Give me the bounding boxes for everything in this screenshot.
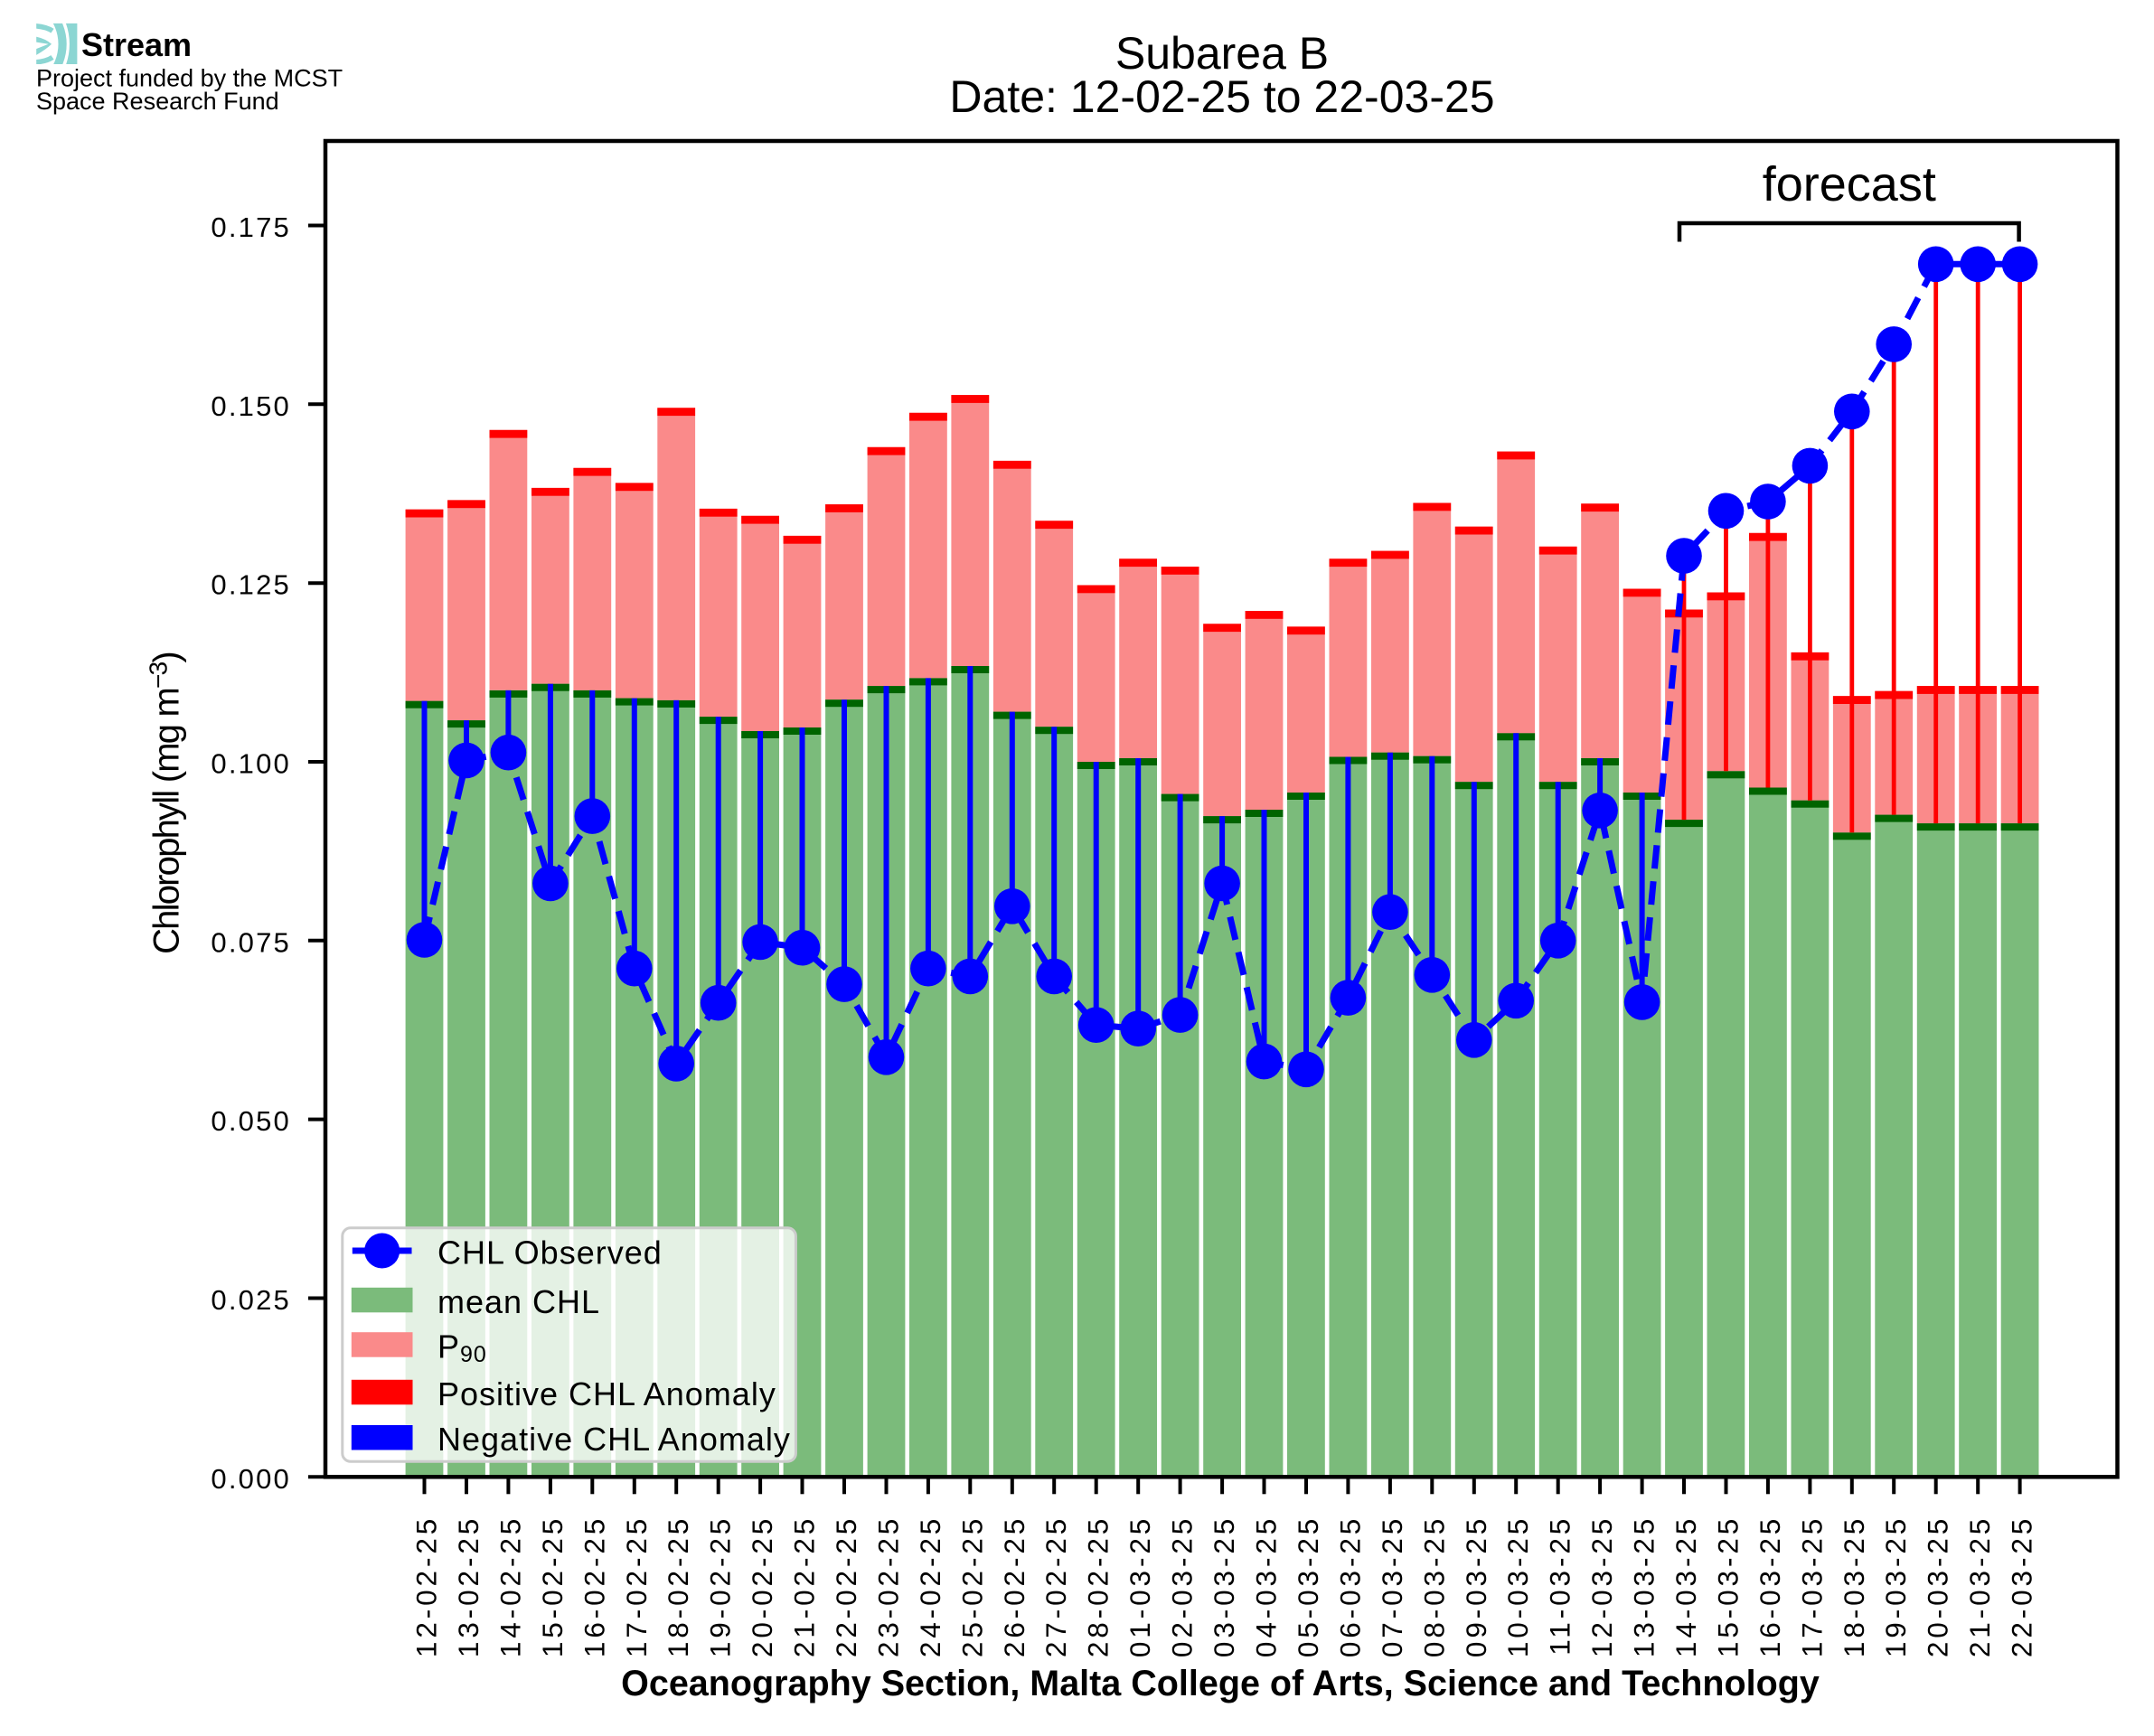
- svg-text:Subarea B: Subarea B: [1115, 28, 1329, 79]
- svg-text:Positive CHL Anomaly: Positive CHL Anomaly: [437, 1375, 776, 1412]
- svg-text:18-02-25: 18-02-25: [662, 1515, 694, 1657]
- svg-text:forecast: forecast: [1763, 157, 1936, 211]
- svg-text:P90: P90: [437, 1328, 487, 1368]
- svg-text:Space Research Fund: Space Research Fund: [36, 88, 279, 115]
- svg-text:20-02-25: 20-02-25: [746, 1515, 778, 1657]
- svg-text:02-03-25: 02-03-25: [1166, 1515, 1199, 1657]
- svg-text:28-02-25: 28-02-25: [1082, 1515, 1115, 1657]
- svg-text:12-02-25: 12-02-25: [410, 1515, 443, 1657]
- svg-text:0.125: 0.125: [211, 569, 291, 601]
- svg-text:0.025: 0.025: [211, 1284, 291, 1316]
- svg-text:05-03-25: 05-03-25: [1292, 1515, 1324, 1657]
- svg-text:11-03-25: 11-03-25: [1544, 1515, 1576, 1656]
- svg-text:20-03-25: 20-03-25: [1922, 1515, 1954, 1657]
- svg-text:22-02-25: 22-02-25: [830, 1515, 862, 1657]
- svg-text:12-03-25: 12-03-25: [1585, 1515, 1618, 1657]
- svg-text:15-02-25: 15-02-25: [536, 1515, 569, 1657]
- svg-text:03-03-25: 03-03-25: [1208, 1515, 1240, 1657]
- svg-text:21-02-25: 21-02-25: [788, 1515, 821, 1657]
- svg-text:25-02-25: 25-02-25: [955, 1515, 988, 1657]
- svg-text:Stream: Stream: [81, 26, 192, 63]
- svg-text:08-03-25: 08-03-25: [1417, 1515, 1450, 1657]
- svg-text:17-03-25: 17-03-25: [1795, 1515, 1828, 1657]
- svg-text:17-02-25: 17-02-25: [620, 1515, 653, 1657]
- svg-text:14-03-25: 14-03-25: [1670, 1515, 1702, 1657]
- svg-text:21-03-25: 21-03-25: [1963, 1515, 1996, 1657]
- svg-text:16-02-25: 16-02-25: [578, 1515, 610, 1657]
- svg-text:01-03-25: 01-03-25: [1124, 1515, 1156, 1657]
- svg-text:14-02-25: 14-02-25: [494, 1515, 526, 1657]
- svg-text:0.000: 0.000: [211, 1463, 291, 1495]
- svg-text:CHL Observed: CHL Observed: [437, 1234, 663, 1272]
- svg-text:22-03-25: 22-03-25: [2006, 1515, 2038, 1657]
- svg-text:15-03-25: 15-03-25: [1712, 1515, 1745, 1657]
- svg-text:Oceanography Section, Malta Co: Oceanography Section, Malta College of A…: [621, 1664, 1820, 1703]
- svg-text:07-03-25: 07-03-25: [1376, 1515, 1408, 1657]
- svg-text:Date: 12-02-25 to 22-03-25: Date: 12-02-25 to 22-03-25: [949, 71, 1494, 122]
- svg-text:0.150: 0.150: [211, 390, 291, 422]
- svg-text:23-02-25: 23-02-25: [872, 1515, 905, 1657]
- svg-text:Project funded by the MCST: Project funded by the MCST: [36, 65, 343, 92]
- svg-text:06-03-25: 06-03-25: [1333, 1515, 1366, 1657]
- svg-text:09-03-25: 09-03-25: [1460, 1515, 1492, 1657]
- svg-text:0.175: 0.175: [211, 211, 291, 243]
- svg-text:Negative CHL Anomaly: Negative CHL Anomaly: [437, 1421, 791, 1458]
- svg-text:16-03-25: 16-03-25: [1754, 1515, 1786, 1657]
- svg-text:mean CHL: mean CHL: [437, 1283, 600, 1320]
- svg-text:19-03-25: 19-03-25: [1879, 1515, 1912, 1657]
- svg-text:0.075: 0.075: [211, 926, 291, 958]
- svg-text:13-02-25: 13-02-25: [452, 1515, 484, 1657]
- svg-text:27-02-25: 27-02-25: [1039, 1515, 1072, 1657]
- svg-text:Chlorophyll (mg m−3): Chlorophyll (mg m−3): [145, 652, 187, 954]
- svg-text:26-02-25: 26-02-25: [998, 1515, 1030, 1657]
- svg-text:24-02-25: 24-02-25: [914, 1515, 946, 1657]
- svg-text:13-03-25: 13-03-25: [1628, 1515, 1660, 1657]
- svg-text:0.050: 0.050: [211, 1105, 291, 1137]
- svg-text:04-03-25: 04-03-25: [1250, 1515, 1283, 1657]
- svg-text:10-03-25: 10-03-25: [1501, 1515, 1534, 1657]
- svg-text:0.100: 0.100: [211, 748, 291, 780]
- svg-text:19-02-25: 19-02-25: [704, 1515, 737, 1657]
- svg-text:18-03-25: 18-03-25: [1838, 1515, 1870, 1657]
